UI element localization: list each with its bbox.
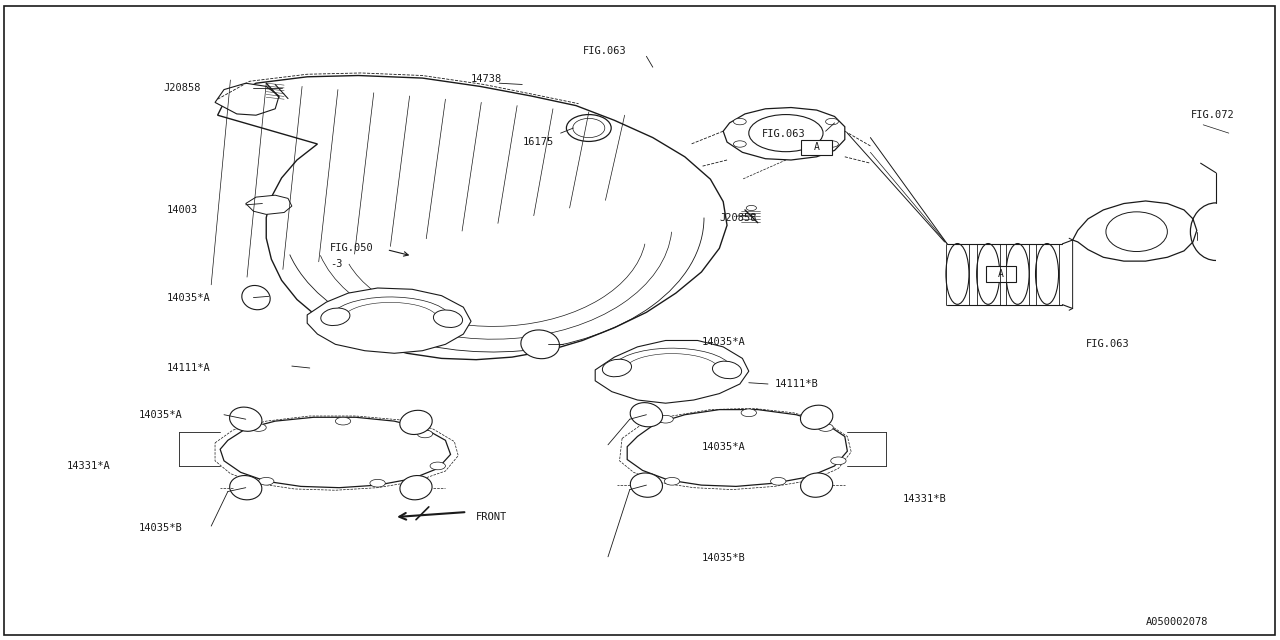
Ellipse shape (242, 285, 270, 310)
Ellipse shape (630, 473, 663, 497)
Ellipse shape (746, 205, 756, 211)
Bar (801, 140, 832, 155)
Polygon shape (1073, 201, 1197, 261)
Ellipse shape (771, 477, 786, 485)
Ellipse shape (826, 141, 838, 147)
Polygon shape (307, 288, 471, 353)
Text: 14035*A: 14035*A (138, 410, 182, 420)
Polygon shape (595, 340, 749, 403)
Polygon shape (1069, 238, 1073, 310)
Text: 14331*A: 14331*A (67, 461, 110, 471)
Ellipse shape (434, 310, 462, 328)
Ellipse shape (1106, 212, 1167, 252)
Text: A: A (998, 269, 1004, 279)
Text: FIG.063: FIG.063 (1085, 339, 1129, 349)
Ellipse shape (800, 473, 833, 497)
Text: 14035*B: 14035*B (138, 523, 182, 533)
Text: 16175: 16175 (522, 137, 553, 147)
Ellipse shape (259, 477, 274, 485)
Text: 14035*A: 14035*A (701, 337, 745, 348)
Ellipse shape (946, 244, 969, 304)
Polygon shape (218, 76, 727, 360)
Text: 14035*A: 14035*A (166, 292, 210, 303)
Ellipse shape (713, 361, 741, 379)
Polygon shape (220, 417, 451, 488)
Text: J20858: J20858 (164, 83, 201, 93)
Ellipse shape (733, 141, 746, 147)
Text: 14035*B: 14035*B (701, 553, 745, 563)
Ellipse shape (733, 118, 746, 125)
Ellipse shape (1006, 244, 1029, 304)
Ellipse shape (251, 424, 266, 431)
Text: 14111*B: 14111*B (774, 379, 818, 389)
Ellipse shape (630, 403, 663, 427)
Ellipse shape (664, 477, 680, 485)
Ellipse shape (399, 410, 433, 435)
Polygon shape (246, 195, 292, 214)
Ellipse shape (826, 118, 838, 125)
Ellipse shape (818, 424, 833, 431)
Ellipse shape (229, 407, 262, 431)
Bar (986, 266, 1016, 282)
Ellipse shape (749, 115, 823, 152)
Ellipse shape (800, 405, 833, 429)
Polygon shape (723, 108, 845, 160)
Text: FIG.050: FIG.050 (330, 243, 374, 253)
Text: 14111*A: 14111*A (166, 363, 210, 373)
Ellipse shape (567, 115, 612, 141)
Ellipse shape (335, 417, 351, 425)
Text: 14003: 14003 (166, 205, 197, 215)
Ellipse shape (321, 308, 349, 326)
Text: -3: -3 (330, 259, 343, 269)
Ellipse shape (229, 476, 262, 500)
Text: A050002078: A050002078 (1146, 617, 1208, 627)
Ellipse shape (741, 409, 756, 417)
Ellipse shape (603, 359, 631, 377)
Ellipse shape (573, 118, 605, 138)
Polygon shape (627, 410, 847, 486)
Ellipse shape (977, 244, 1000, 304)
Ellipse shape (417, 430, 433, 438)
Ellipse shape (831, 457, 846, 465)
Ellipse shape (658, 415, 673, 423)
Ellipse shape (1036, 244, 1059, 304)
Text: FIG.072: FIG.072 (1190, 110, 1234, 120)
Text: 14738: 14738 (471, 74, 502, 84)
Text: FRONT: FRONT (476, 512, 507, 522)
Ellipse shape (521, 330, 559, 358)
Text: J20858: J20858 (719, 212, 756, 223)
Ellipse shape (430, 462, 445, 470)
Text: FIG.063: FIG.063 (582, 46, 626, 56)
Ellipse shape (370, 479, 385, 487)
Text: FIG.063: FIG.063 (762, 129, 805, 140)
Ellipse shape (399, 476, 433, 500)
Text: A: A (814, 142, 819, 152)
Polygon shape (215, 83, 279, 115)
Text: 14035*A: 14035*A (701, 442, 745, 452)
Text: 14331*B: 14331*B (902, 494, 946, 504)
